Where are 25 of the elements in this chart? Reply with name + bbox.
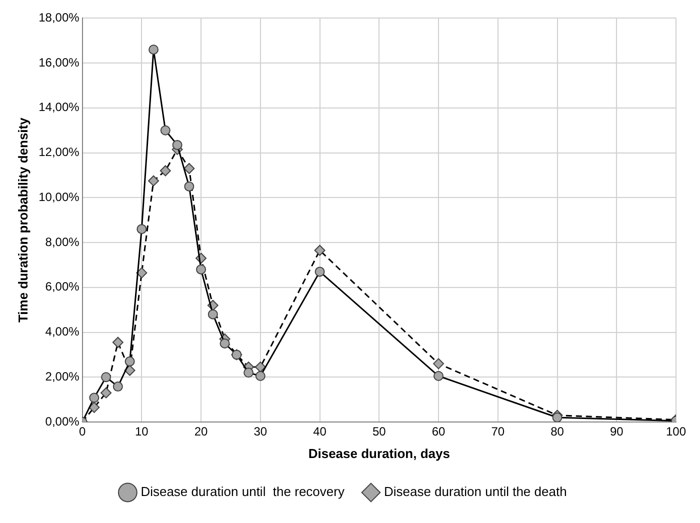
x-axis-title: Disease duration, days — [308, 446, 450, 461]
x-tick-label: 40 — [313, 424, 327, 439]
x-tick-label: 90 — [610, 424, 624, 439]
x-tick-label: 70 — [491, 424, 505, 439]
legend-label: Disease duration until the death — [384, 484, 567, 500]
y-tick-label: 12,00% — [38, 145, 80, 160]
legend-label: Disease duration until the recovery — [140, 484, 345, 500]
x-tick-label: 100 — [666, 424, 686, 439]
y-tick-label: 4,00% — [45, 324, 80, 339]
x-tick-label: 80 — [550, 424, 564, 439]
x-tick-label: 30 — [254, 424, 268, 439]
y-tick-label: 18,00% — [38, 10, 80, 25]
y-tick-label: 14,00% — [38, 100, 80, 114]
y-tick-label: 16,00% — [38, 55, 80, 70]
y-tick-label: 2,00% — [45, 369, 80, 384]
y-tick-label: 0,00% — [45, 414, 80, 428]
y-axis-title: Time duration probability density — [15, 116, 30, 323]
y-tick-label: 8,00% — [45, 234, 80, 249]
x-tick-label: 50 — [372, 424, 386, 439]
x-tick-label: 10 — [134, 424, 149, 439]
y-tick-label: 6,00% — [45, 280, 80, 294]
x-tick-label: 60 — [432, 424, 446, 439]
x-tick-label: 20 — [194, 424, 208, 439]
x-tick-label: 0 — [78, 424, 86, 439]
y-tick-label: 10,00% — [38, 190, 80, 204]
